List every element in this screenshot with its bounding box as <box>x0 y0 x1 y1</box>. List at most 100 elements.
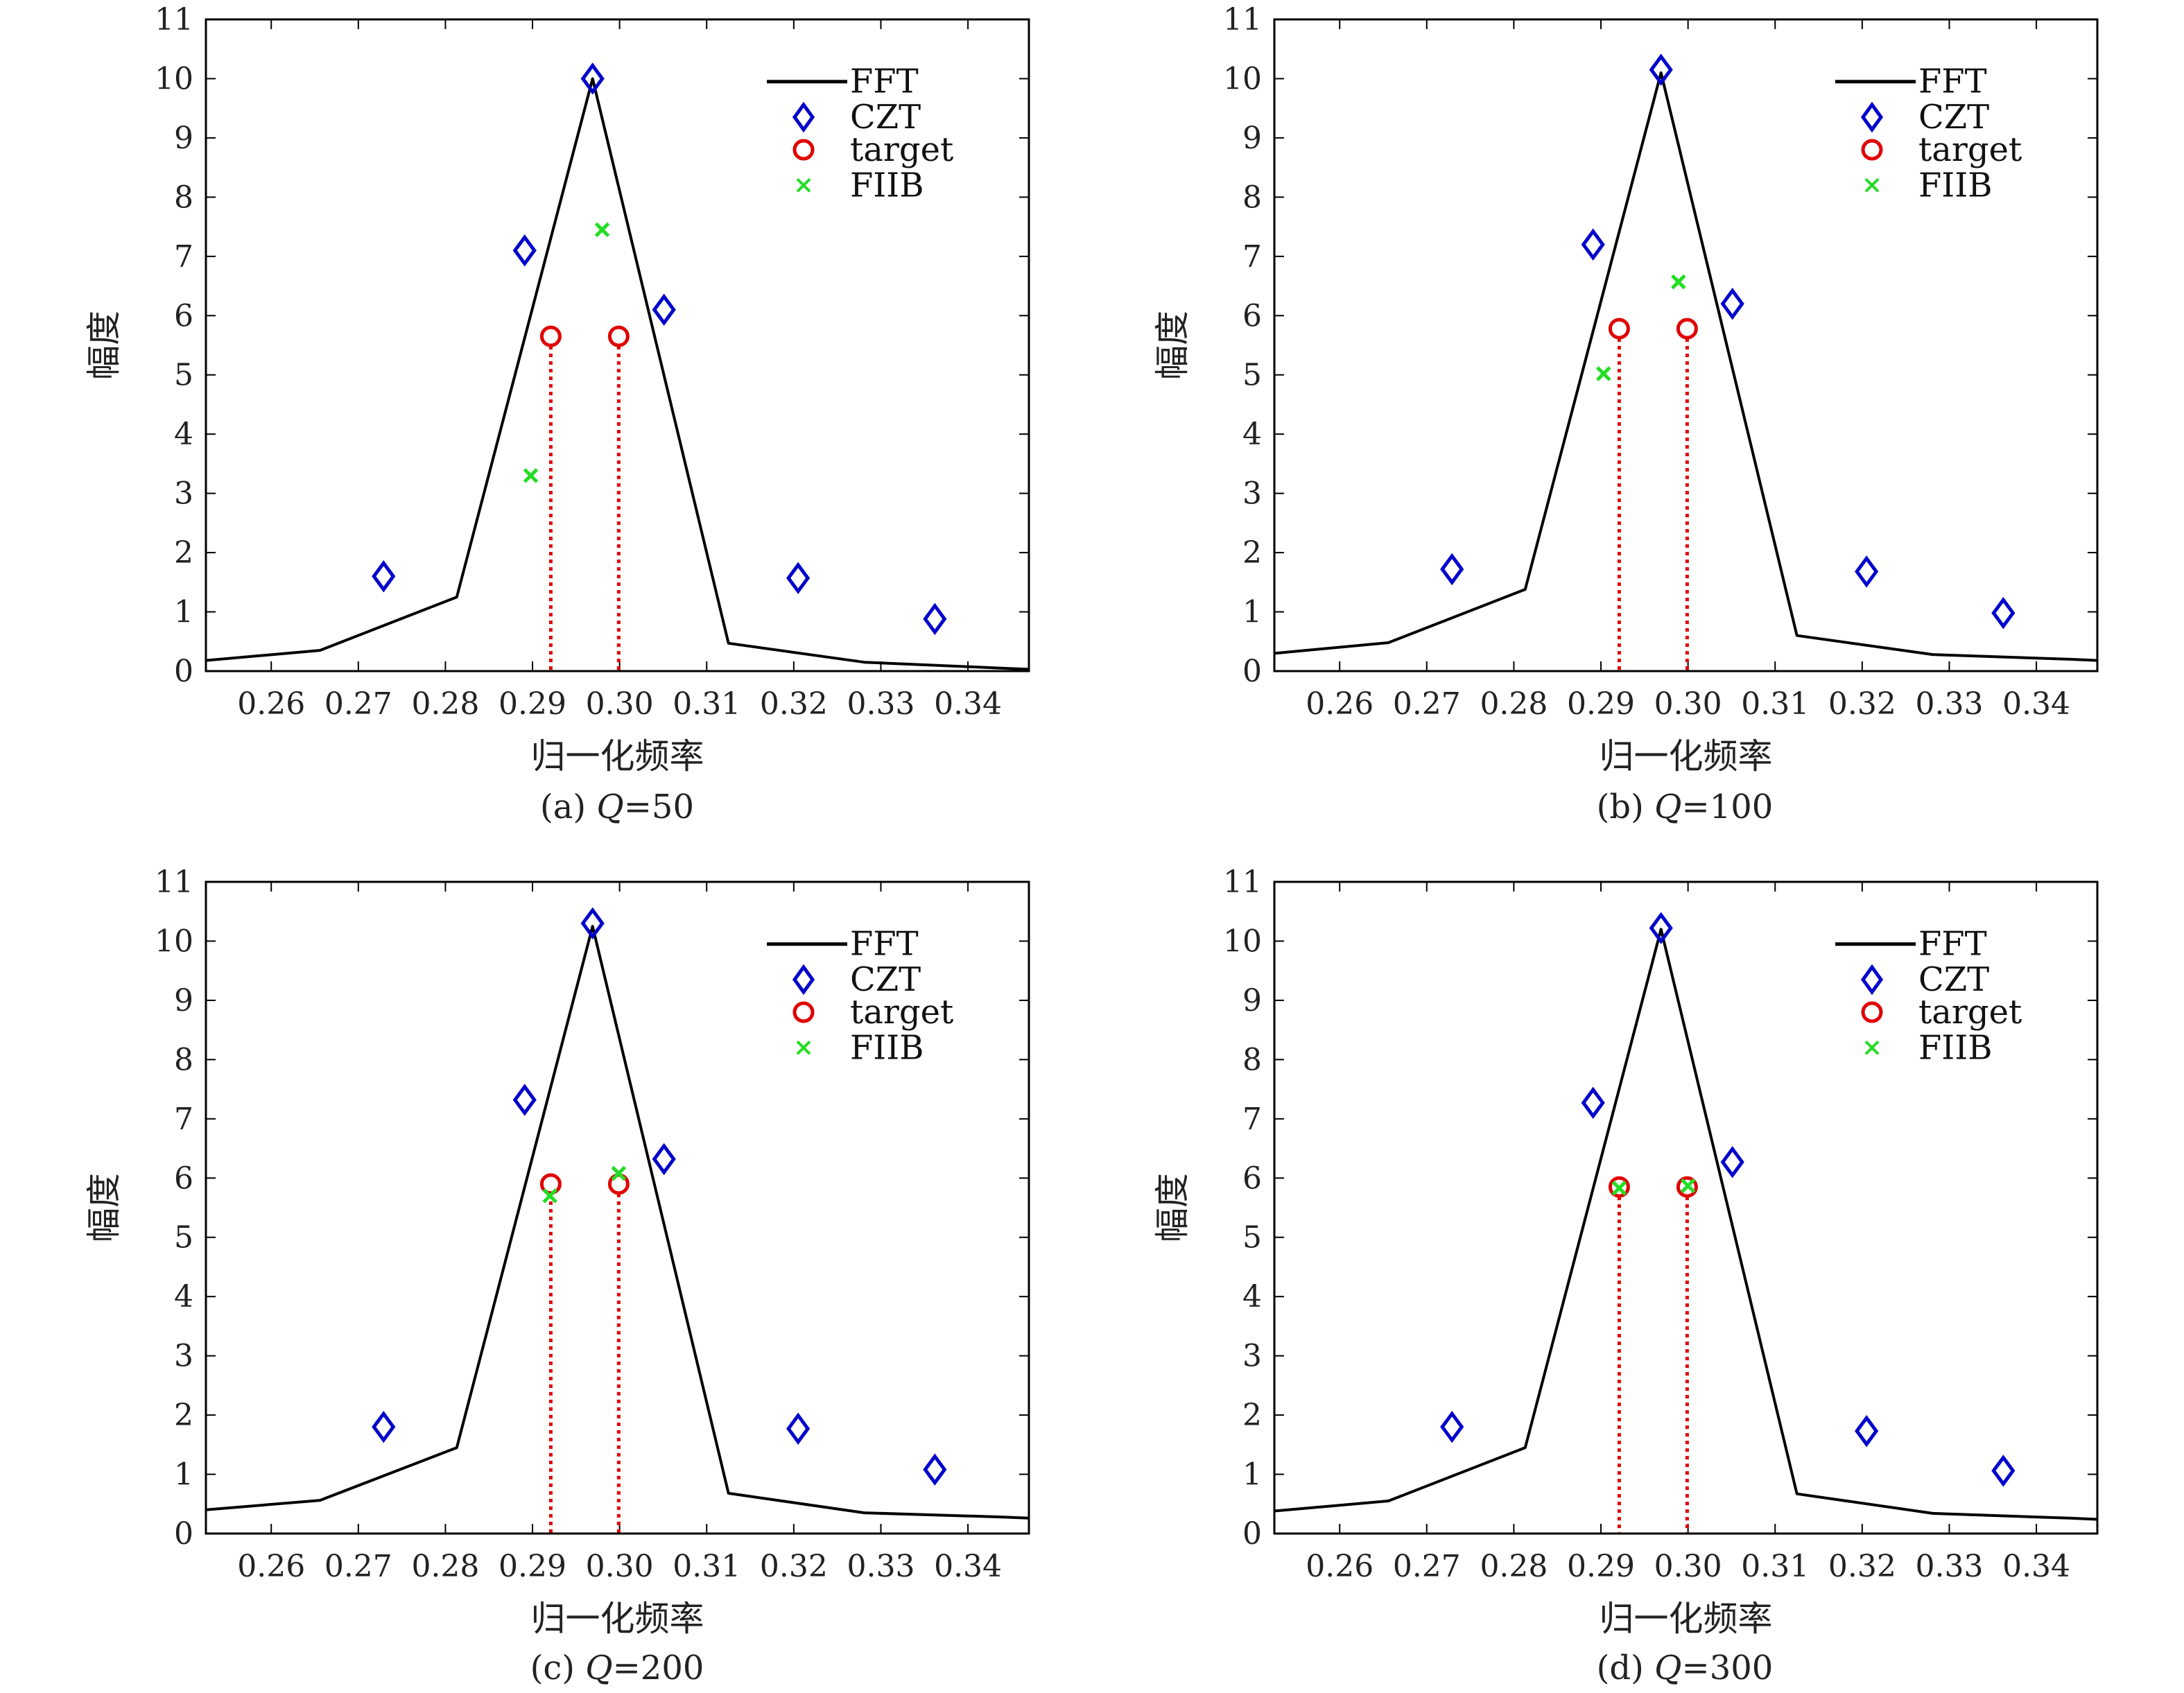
y-tick-label: 8 <box>174 1042 193 1077</box>
x-tick-label: 0.27 <box>324 1549 392 1584</box>
y-tick-label: 3 <box>174 1339 193 1374</box>
y-tick-label: 11 <box>155 2 193 37</box>
x-tick-label: 0.33 <box>847 1549 915 1584</box>
x-tick-label: 0.34 <box>2002 1549 2070 1584</box>
legend-czt-swatch <box>1860 964 1884 996</box>
y-tick-label: 1 <box>1242 595 1262 630</box>
legend-label: FFT <box>1918 925 1987 964</box>
panel-caption: (a) Q=50 <box>540 788 694 826</box>
y-tick-label: 6 <box>1242 1161 1262 1196</box>
legend-label: CZT <box>1918 98 1989 137</box>
x-tick-label: 0.29 <box>499 686 566 722</box>
y-axis-title: 幅度 <box>1152 311 1193 380</box>
y-tick-label: 10 <box>1223 61 1262 96</box>
y-tick-label: 7 <box>174 239 193 275</box>
czt-point <box>652 293 676 326</box>
x-tick-label: 0.34 <box>934 1549 1002 1584</box>
legend-label: FIIB <box>850 1028 924 1067</box>
czt-point <box>1991 1455 2016 1487</box>
y-tick-label: 2 <box>1242 535 1262 571</box>
y-tick-label: 4 <box>1242 417 1262 452</box>
legend-label: CZT <box>1918 960 1989 999</box>
chart-panel-1: 0.26 0.27 0.28 0.29 0.30 0.31 0.32 0.33 0.34 0 1 2 3… <box>1152 2 2099 826</box>
legend-label: FFT <box>1918 62 1987 101</box>
y-tick-label: 10 <box>155 923 193 959</box>
fft-series-line <box>1274 71 2097 662</box>
y-tick-label: 11 <box>155 865 193 900</box>
y-tick-label: 8 <box>1242 1042 1262 1077</box>
legend-target-swatch <box>1861 1001 1883 1023</box>
y-tick-label: 3 <box>1242 476 1262 512</box>
caption-variable: Q <box>596 788 623 826</box>
x-axis-title: 归一化频率 <box>1600 1599 1773 1639</box>
legend-target-swatch <box>792 1001 815 1023</box>
x-tick-label: 0.26 <box>237 1549 305 1584</box>
y-tick-label: 9 <box>1242 121 1262 156</box>
y-axis-title: 幅度 <box>84 311 124 380</box>
y-tick-label: 2 <box>1242 1398 1262 1433</box>
y-tick-label: 6 <box>174 1161 193 1196</box>
legend-czt-swatch <box>792 964 815 996</box>
czt-point <box>1720 1145 1744 1179</box>
x-tick-label: 0.31 <box>673 1549 740 1584</box>
y-tick-label: 5 <box>174 358 193 393</box>
czt-point <box>786 1412 811 1445</box>
plot-frame <box>1273 880 2099 1535</box>
czt-point <box>1581 1086 1605 1119</box>
legend-label: FIIB <box>1918 1028 1993 1067</box>
x-tick-label: 0.32 <box>760 686 828 722</box>
caption-label: (b) <box>1597 788 1644 826</box>
y-tick-label: 9 <box>174 121 193 156</box>
x-tick-label: 0.29 <box>1567 686 1635 722</box>
czt-point <box>512 1084 537 1116</box>
caption-label: (a) <box>540 788 586 826</box>
legend-label: CZT <box>850 98 921 137</box>
x-tick-label: 0.31 <box>673 686 740 722</box>
legend-fiib-swatch <box>1864 1040 1880 1055</box>
x-axis-title: 归一化频率 <box>531 736 704 776</box>
target-point <box>1608 1176 1630 1198</box>
legend-label: target <box>1918 130 2022 169</box>
caption-value: =100 <box>1681 788 1773 826</box>
y-tick-label: 7 <box>1242 1102 1262 1137</box>
y-tick-label: 0 <box>174 1516 193 1552</box>
legend-label: CZT <box>850 960 921 999</box>
czt-point <box>580 907 605 940</box>
legend-label: FFT <box>850 62 919 101</box>
x-tick-label: 0.28 <box>411 686 479 722</box>
x-tick-label: 0.28 <box>1480 686 1548 722</box>
tick-marks <box>206 19 1029 672</box>
x-tick-label: 0.30 <box>1654 686 1722 722</box>
czt-point <box>1855 555 1879 588</box>
x-tick-label: 0.27 <box>324 686 392 722</box>
y-tick-label: 5 <box>174 1220 193 1256</box>
target-point <box>539 325 562 347</box>
legend-fiib-swatch <box>796 1040 811 1055</box>
fft-series-line <box>1274 928 2097 1521</box>
y-tick-label: 0 <box>174 654 193 689</box>
chart-panel-2: 0.26 0.27 0.28 0.29 0.30 0.31 0.32 0.33 0.34 0 1 2 3… <box>84 865 1030 1687</box>
y-tick-label: 4 <box>1242 1279 1262 1314</box>
x-tick-label: 0.27 <box>1393 1549 1461 1584</box>
caption-value: =200 <box>613 1649 704 1687</box>
y-tick-label: 11 <box>1223 2 1262 37</box>
x-tick-label: 0.34 <box>2002 686 2070 722</box>
czt-point <box>1440 553 1464 586</box>
x-tick-label: 0.26 <box>237 686 305 722</box>
fiib-point <box>611 1165 627 1181</box>
x-tick-label: 0.29 <box>499 1549 566 1584</box>
czt-point <box>1720 287 1744 320</box>
caption-value: =300 <box>1681 1649 1773 1687</box>
fiib-point <box>594 222 610 238</box>
y-tick-label: 4 <box>174 1279 193 1314</box>
x-tick-label: 0.33 <box>847 686 915 722</box>
czt-point <box>1855 1414 1879 1448</box>
panel-caption: (d) Q=300 <box>1597 1649 1774 1687</box>
y-tick-label: 0 <box>1242 1516 1262 1552</box>
x-tick-label: 0.31 <box>1741 686 1809 722</box>
czt-point <box>1649 912 1673 944</box>
x-tick-label: 0.32 <box>1828 686 1896 722</box>
